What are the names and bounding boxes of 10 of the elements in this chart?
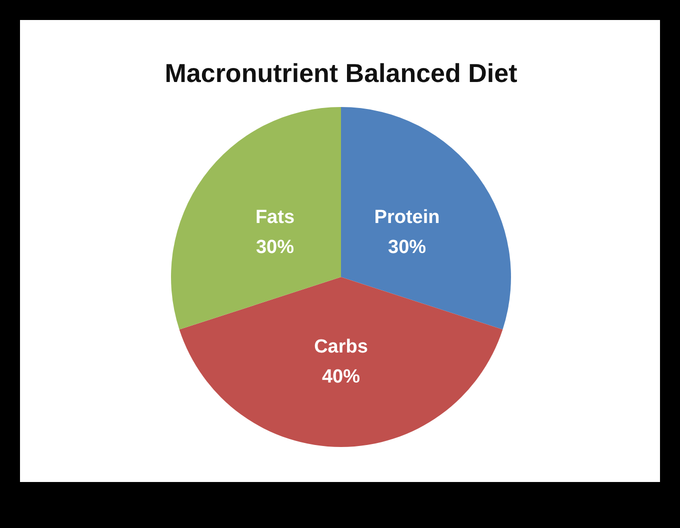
- pie-slice: [171, 107, 341, 330]
- chart-title: Macronutrient Balanced Diet: [164, 58, 518, 88]
- slice-label: Carbs: [314, 336, 368, 358]
- data-label: 40%: [322, 366, 360, 388]
- slice-label: Fats: [255, 207, 295, 228]
- pie-slice: [179, 277, 503, 447]
- data-label: 30%: [388, 237, 426, 258]
- slice-label: Protein: [374, 207, 440, 228]
- pie-slice: [341, 107, 511, 330]
- data-label: 30%: [256, 237, 294, 258]
